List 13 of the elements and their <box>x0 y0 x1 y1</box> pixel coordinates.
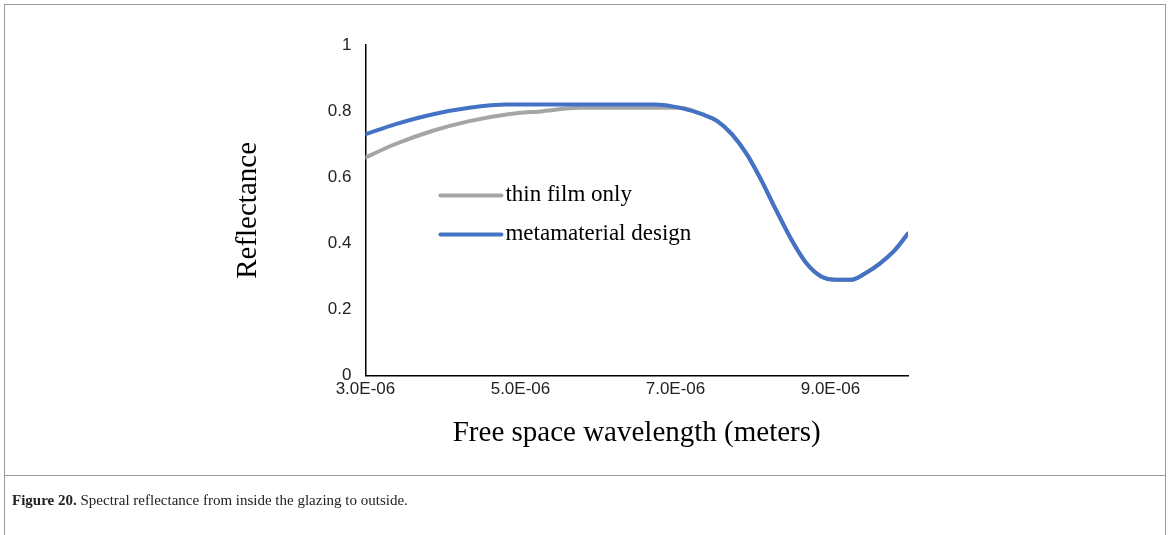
y-tick-label: 0.6 <box>327 167 352 187</box>
y-tick-label: 1 <box>341 34 352 54</box>
y-axis-title: Reflectance <box>230 141 263 279</box>
x-tick-label: 9.0E-06 <box>800 378 861 398</box>
caption: Figure 20. Spectral reflectance from inside the glazing to outside. <box>12 492 408 509</box>
legend-label: metamaterial design <box>505 220 692 246</box>
x-tick-label: 7.0E-06 <box>645 378 706 398</box>
y-tick-label: 0.2 <box>327 299 352 319</box>
legend-label: thin film only <box>505 181 633 207</box>
y-tick-label: 0.8 <box>327 100 352 120</box>
x-axis-title: Free space wavelength (meters) <box>452 415 821 449</box>
x-tick-label: 5.0E-06 <box>490 378 551 398</box>
y-tick-label: 0.4 <box>327 233 352 253</box>
